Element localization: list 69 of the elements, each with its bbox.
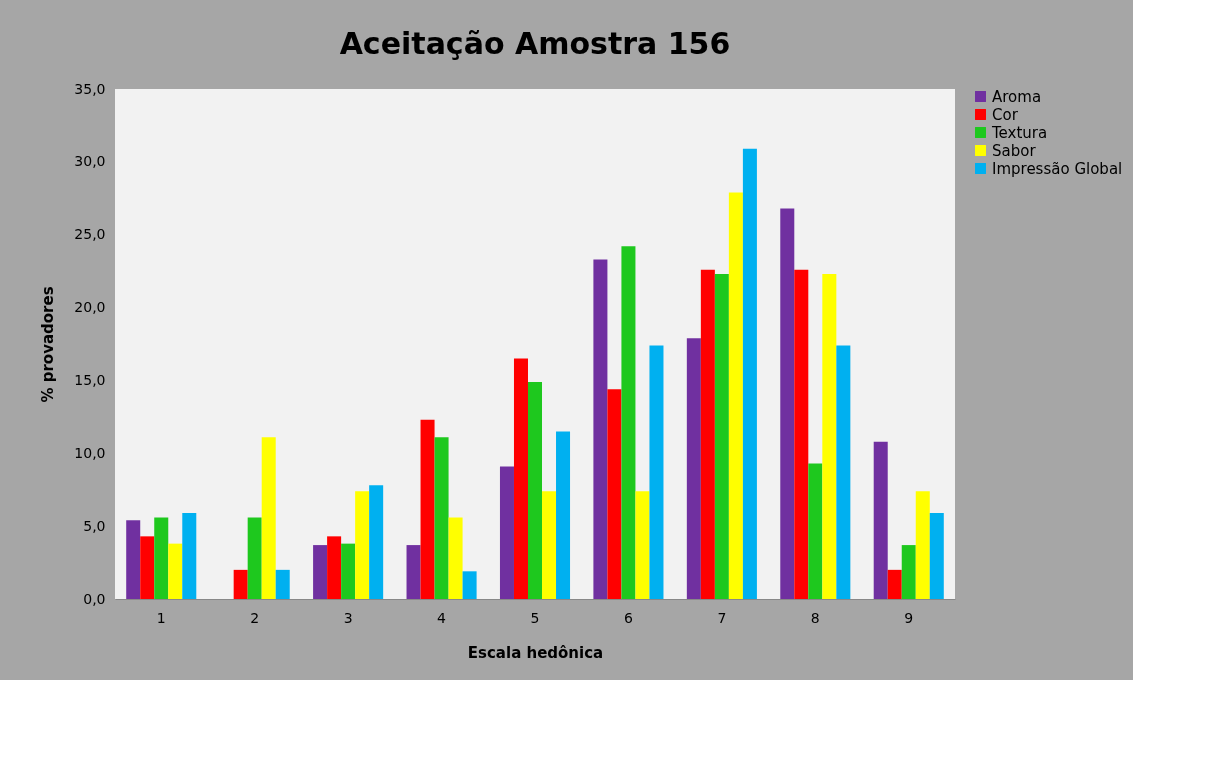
x-tick-label: 3	[343, 609, 353, 626]
bar	[808, 463, 823, 599]
bar	[327, 536, 342, 599]
bar	[462, 571, 477, 599]
bar	[607, 389, 622, 599]
bar	[728, 192, 743, 599]
x-tick-label: 6	[623, 609, 633, 626]
x-tick-label: 7	[717, 609, 727, 626]
bar	[929, 513, 944, 599]
y-tick-label: 20,0	[74, 299, 106, 316]
x-tick-label: 2	[250, 609, 260, 626]
y-axis-title: % provadores	[39, 286, 58, 403]
bar	[275, 569, 290, 599]
legend-label: Aroma	[992, 87, 1042, 106]
bar	[369, 485, 384, 599]
legend-label: Impressão Global	[992, 159, 1123, 178]
y-tick-label: 10,0	[74, 444, 106, 461]
bar	[499, 466, 514, 599]
bar	[247, 517, 262, 599]
bar	[700, 269, 715, 599]
bar	[742, 148, 757, 599]
bar	[168, 543, 183, 599]
bar	[341, 543, 356, 599]
legend-label: Sabor	[992, 141, 1037, 160]
bar	[822, 274, 837, 599]
bar	[527, 381, 543, 599]
bar	[836, 345, 851, 599]
bar	[686, 338, 701, 599]
bar	[355, 491, 370, 599]
bar	[556, 431, 571, 599]
bar	[593, 259, 608, 599]
bar	[901, 545, 916, 599]
bar	[420, 419, 435, 599]
bar	[261, 437, 276, 599]
bar	[714, 274, 729, 599]
y-tick-label: 25,0	[74, 226, 106, 243]
bar	[513, 358, 528, 599]
legend-label: Cor	[992, 105, 1019, 124]
bar	[542, 491, 557, 599]
y-tick-label: 5,0	[83, 517, 106, 534]
y-tick-label: 0,0	[83, 590, 106, 607]
y-tick-label: 35,0	[74, 80, 106, 97]
bar	[873, 441, 888, 599]
bar	[915, 491, 930, 599]
bar	[448, 517, 463, 599]
x-tick-label: 5	[530, 609, 540, 626]
bar	[233, 569, 248, 599]
x-tick-label: 1	[156, 609, 166, 626]
bar	[649, 345, 664, 599]
bar	[126, 520, 141, 599]
y-tick-label: 15,0	[74, 371, 106, 388]
x-axis-title: Escala hedônica	[467, 643, 604, 662]
bar	[794, 269, 809, 599]
bar	[887, 569, 902, 599]
x-tick-label: 9	[904, 609, 914, 626]
bar	[635, 491, 650, 599]
legend-label: Textura	[991, 123, 1048, 142]
bar	[780, 208, 795, 599]
y-tick-label: 30,0	[74, 153, 106, 170]
x-tick-label: 4	[437, 609, 447, 626]
chart-title: Aceitação Amostra 156	[339, 26, 731, 61]
bar	[621, 246, 636, 599]
bar	[434, 437, 449, 599]
bar	[313, 545, 328, 599]
bar	[154, 517, 169, 599]
bar	[140, 536, 155, 599]
x-tick-label: 8	[810, 609, 820, 626]
bar	[182, 513, 197, 599]
bar	[406, 545, 421, 599]
